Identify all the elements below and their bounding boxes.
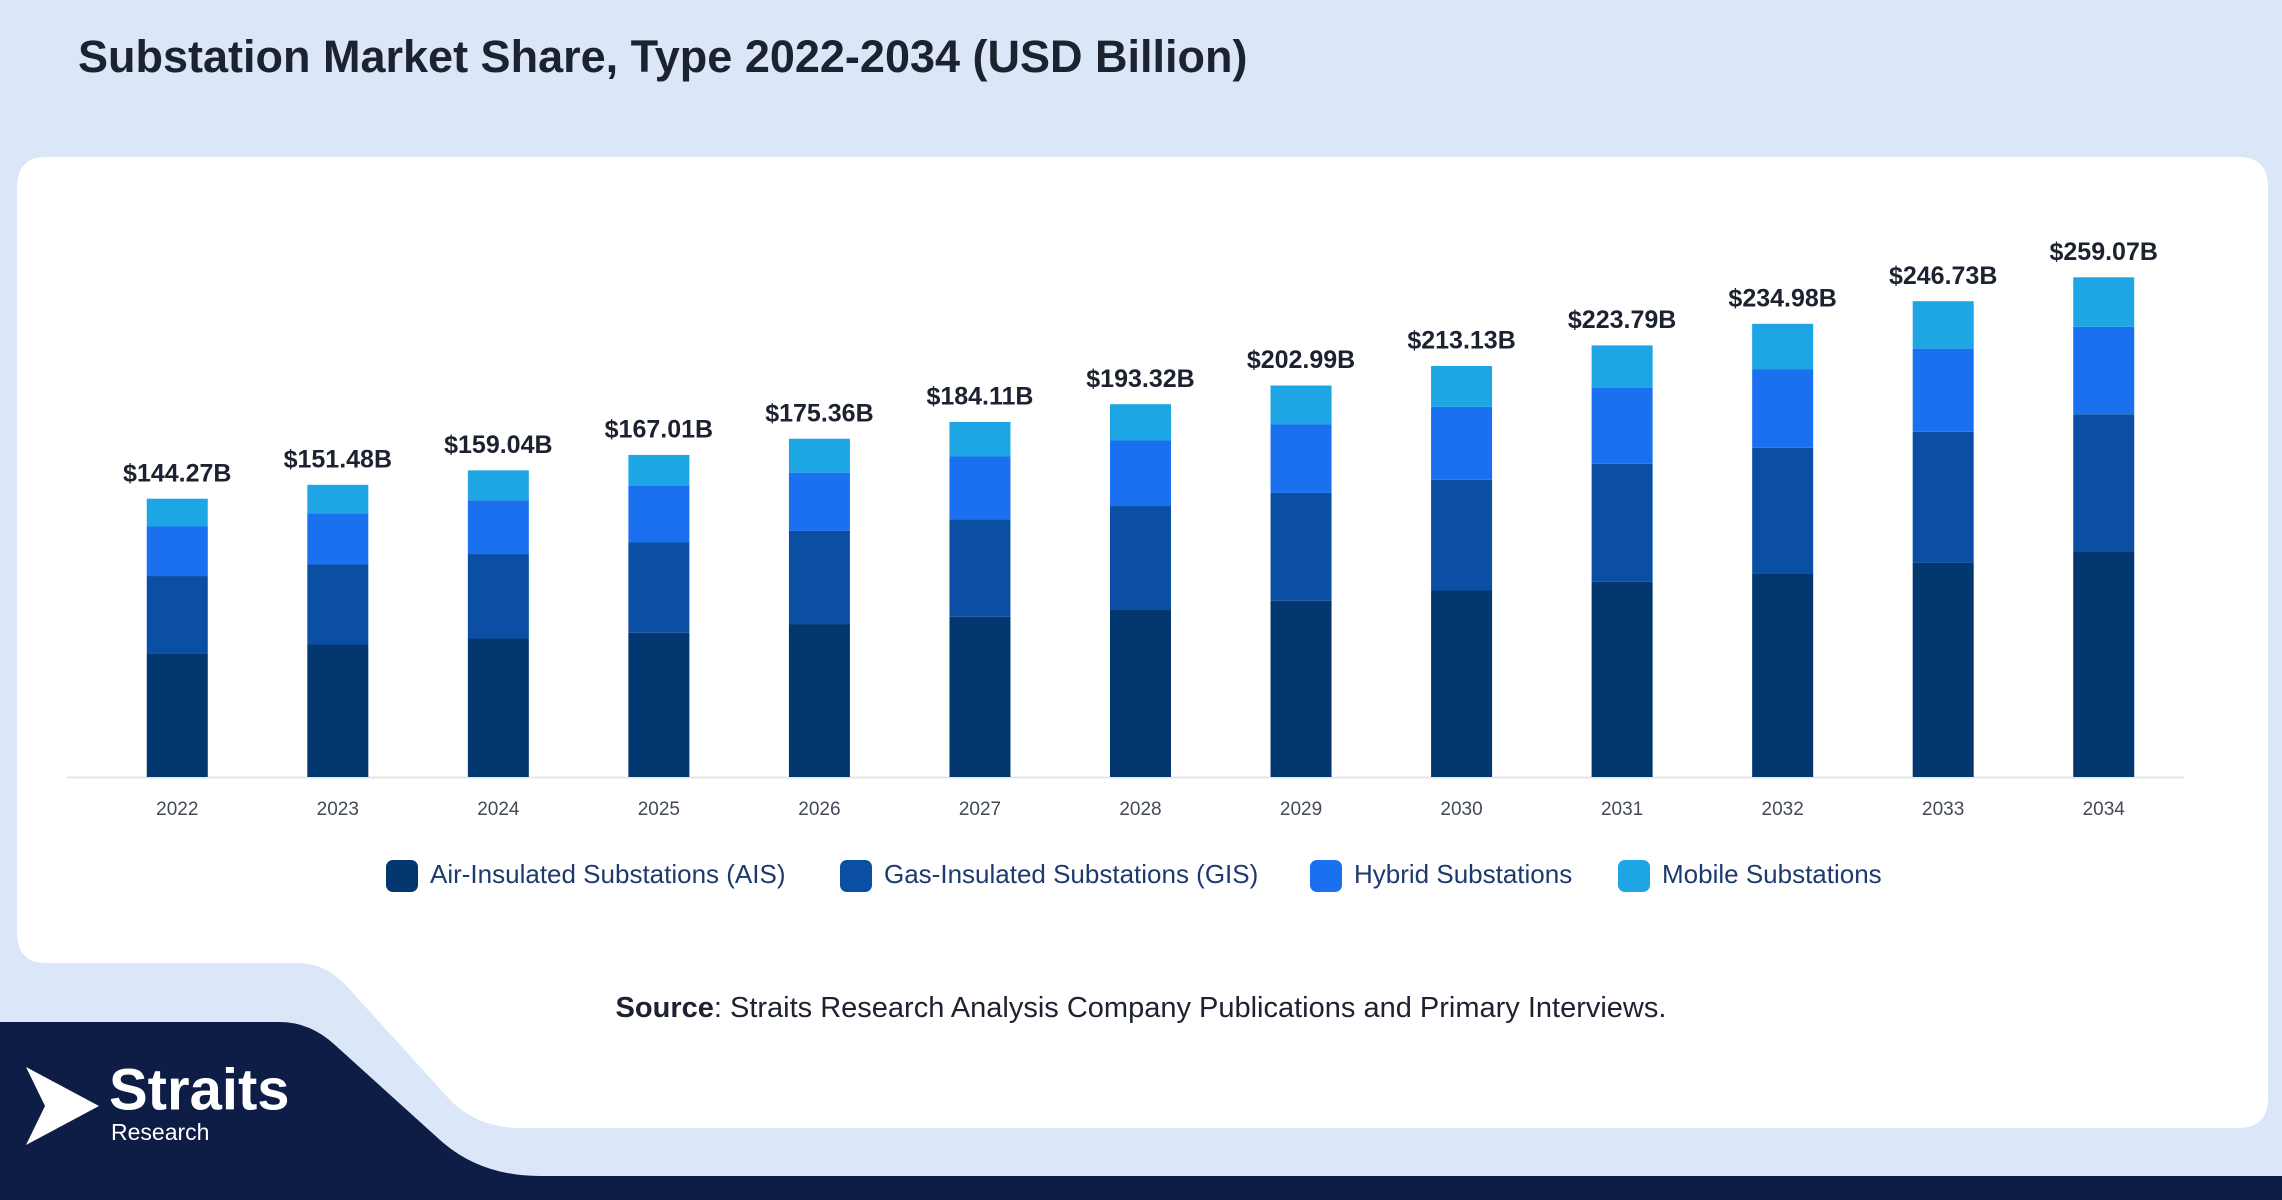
bar-segment [949, 616, 1011, 777]
x-tick-label: 2034 [2083, 799, 2126, 820]
bar-segment [628, 485, 690, 543]
bar-segment [1110, 609, 1171, 777]
bar-segment [1591, 463, 1653, 582]
source-note: Source: Straits Research Analysis Compan… [616, 992, 1667, 1024]
x-tick-label: 2023 [317, 799, 359, 820]
chart-title: Substation Market Share, Type 2022-2034 … [78, 31, 1248, 82]
logo-name: Straits [109, 1057, 290, 1122]
bar-segment [307, 484, 369, 514]
bar-segment [1110, 440, 1171, 507]
x-tick-label: 2027 [959, 799, 1001, 820]
total-label: $175.36B [765, 399, 873, 427]
bar-segment [2073, 414, 2135, 552]
bar-segment [2073, 326, 2135, 415]
bar-segment [1431, 366, 1493, 407]
legend-label: Mobile Substations [1662, 859, 1882, 889]
bar-segment [467, 554, 529, 639]
bar-segment [1591, 345, 1653, 389]
x-tick-label: 2029 [1280, 799, 1322, 820]
x-tick-label: 2025 [638, 799, 680, 820]
bar-segment [1752, 573, 1814, 777]
bar-segment [628, 454, 690, 486]
bar-segment [1591, 581, 1653, 777]
bar-segment [146, 498, 208, 527]
total-label: $223.79B [1568, 306, 1676, 334]
bar-segment [949, 519, 1011, 617]
total-label: $144.27B [123, 459, 231, 487]
x-tick-label: 2033 [1922, 799, 1964, 820]
bar-segment [1270, 600, 1332, 777]
bar-segment [146, 653, 208, 777]
bar-segment [1912, 348, 1974, 432]
legend-label: Air-Insulated Substations (AIS) [430, 859, 786, 889]
bar-segment [2073, 551, 2135, 777]
total-label: $246.73B [1889, 262, 1997, 290]
bar-segment [1431, 479, 1493, 591]
bar-segment [1270, 385, 1332, 425]
bar-segment [146, 526, 208, 577]
total-label: $193.32B [1086, 365, 1194, 393]
bar-segment [1912, 301, 1974, 349]
bar-segment [1431, 590, 1493, 777]
bar-segment [788, 438, 850, 473]
bar-segment [1270, 492, 1332, 601]
total-label: $202.99B [1247, 346, 1355, 374]
bar-segment [1912, 562, 1974, 777]
x-tick-label: 2031 [1601, 799, 1643, 820]
bar-segment [788, 472, 850, 531]
total-label: $167.01B [605, 416, 713, 444]
bar-segment [2073, 277, 2135, 327]
bar-segment [1110, 506, 1171, 610]
bar-segment [949, 421, 1011, 457]
total-label: $151.48B [284, 445, 392, 473]
total-label: $259.07B [2050, 238, 2158, 266]
x-tick-label: 2032 [1762, 799, 1804, 820]
bar-segment [467, 500, 529, 555]
bar-segment [467, 638, 529, 777]
legend-label: Gas-Insulated Substations (GIS) [884, 859, 1258, 889]
x-tick-label: 2030 [1440, 799, 1482, 820]
x-tick-label: 2028 [1119, 799, 1161, 820]
legend-swatch [1618, 860, 1650, 892]
total-label: $234.98B [1728, 284, 1836, 312]
bar-segment [467, 470, 529, 501]
bar-segment [628, 542, 690, 633]
bar-segment [788, 624, 850, 777]
source-label: Source [616, 992, 714, 1024]
bar-segment [1591, 388, 1653, 464]
bar-segment [1270, 424, 1332, 493]
bar-segment [949, 456, 1011, 520]
logo-mark [26, 1067, 99, 1145]
legend-label: Hybrid Substations [1354, 859, 1572, 889]
logo-tagline: Research [111, 1119, 209, 1145]
legend-swatch [840, 860, 872, 892]
bar-segment [307, 644, 369, 777]
bar-segment [1110, 404, 1171, 441]
legend-swatch [1310, 860, 1342, 892]
total-label: $184.11B [926, 383, 1033, 411]
total-label: $213.13B [1407, 327, 1515, 355]
x-tick-label: 2022 [156, 799, 198, 820]
legend-swatch [386, 860, 418, 892]
bar-segment [628, 632, 690, 777]
x-tick-label: 2024 [477, 799, 520, 820]
source-text: : Straits Research Analysis Company Publ… [714, 992, 1667, 1024]
bar-segment [1752, 369, 1814, 448]
footer-band [0, 1022, 2282, 1200]
bar-segment [1752, 447, 1814, 574]
bar-segment [788, 530, 850, 625]
bar-segment [1431, 406, 1493, 480]
bar-segment [1752, 323, 1814, 370]
total-label: $159.04B [444, 431, 552, 459]
bar-segment [307, 513, 369, 565]
bar-segment [307, 564, 369, 645]
bar-segment [1912, 431, 1974, 563]
x-tick-label: 2026 [798, 799, 840, 820]
bar-segment [146, 576, 208, 654]
